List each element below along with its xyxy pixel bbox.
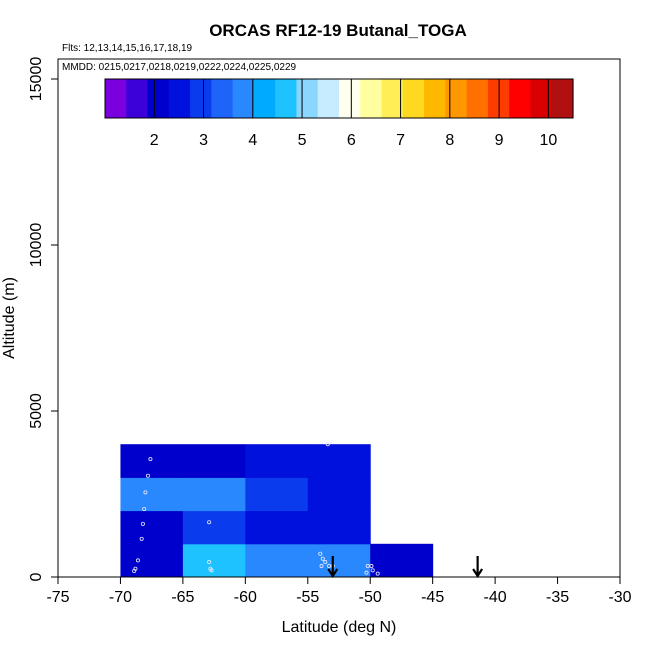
colorbar-tick-label: 6 bbox=[347, 132, 356, 149]
colorbar-swatch bbox=[402, 79, 425, 118]
y-tick-label: 10000 bbox=[28, 223, 45, 268]
x-tick-label: -35 bbox=[546, 589, 569, 606]
y-tick-label: 5000 bbox=[28, 393, 45, 429]
colorbar-tick-label: 2 bbox=[150, 132, 159, 149]
sample-point bbox=[132, 569, 137, 574]
sample-point bbox=[148, 457, 153, 462]
colorbar: 2 3 4 5 6 7 8 9 10 bbox=[104, 78, 574, 149]
heatmap-cell bbox=[307, 543, 371, 578]
sample-point bbox=[145, 473, 150, 478]
colorbar-swatch bbox=[381, 79, 404, 118]
y-axis: 0 5000 10000 15000 bbox=[28, 57, 58, 581]
colorbar-tick-label: 3 bbox=[199, 132, 208, 149]
sample-point bbox=[143, 490, 148, 495]
colorbar-swatch bbox=[126, 79, 149, 118]
sample-points bbox=[132, 442, 380, 576]
x-tick-label: -65 bbox=[171, 589, 194, 606]
heatmap-cell bbox=[120, 477, 184, 512]
x-tick-label: -45 bbox=[421, 589, 444, 606]
heatmap-cell bbox=[182, 543, 246, 578]
arrow-markers bbox=[327, 556, 484, 579]
sample-point bbox=[135, 558, 140, 563]
heatmap-cell bbox=[370, 543, 434, 578]
colorbar-swatch bbox=[105, 79, 127, 118]
sample-point bbox=[142, 506, 147, 511]
x-tick-label: -50 bbox=[359, 589, 382, 606]
colorbar-swatch bbox=[360, 79, 383, 118]
x-tick-label: -40 bbox=[484, 589, 507, 606]
sample-point bbox=[370, 568, 375, 573]
x-axis-label: Latitude (deg N) bbox=[282, 619, 397, 636]
colorbar-swatch bbox=[253, 79, 276, 118]
heatmap-cell bbox=[245, 477, 309, 512]
arrow-head bbox=[327, 568, 339, 579]
colorbar-swatch bbox=[232, 79, 255, 118]
plot-frame bbox=[57, 58, 621, 578]
heatmap-cell bbox=[120, 543, 184, 578]
sample-point bbox=[209, 568, 214, 573]
heatmap-cells bbox=[120, 444, 434, 578]
heatmap-cell bbox=[245, 543, 309, 578]
colorbar-swatch bbox=[445, 79, 468, 118]
y-tick-label: 15000 bbox=[28, 57, 45, 102]
y-axis-label: Altitude (m) bbox=[1, 277, 18, 359]
colorbar-swatch bbox=[466, 79, 489, 118]
sample-point bbox=[325, 442, 330, 447]
y-tick-label: 0 bbox=[28, 572, 45, 581]
sample-point bbox=[323, 560, 328, 565]
sample-point bbox=[140, 521, 145, 526]
sample-point bbox=[207, 520, 212, 525]
colorbar-swatch bbox=[509, 79, 532, 118]
heatmap-cell bbox=[182, 510, 246, 545]
sample-point bbox=[207, 560, 212, 565]
colorbar-swatch bbox=[147, 79, 170, 118]
colorbar-tick-label: 7 bbox=[396, 132, 405, 149]
sample-point bbox=[365, 564, 370, 569]
colorbar-tick-label: 8 bbox=[445, 132, 454, 149]
colorbar-swatch bbox=[211, 79, 234, 118]
colorbar-swatch bbox=[317, 79, 340, 118]
x-tick-label: -30 bbox=[608, 589, 631, 606]
colorbar-swatch bbox=[296, 79, 319, 118]
mmdd-label: MMDD: 0215,0217,0218,0219,0222,0224,0225… bbox=[62, 62, 297, 73]
colorbar-swatch bbox=[424, 79, 446, 118]
sample-point bbox=[320, 556, 325, 561]
colorbar-tick-label: 10 bbox=[539, 132, 557, 149]
heatmap-cell bbox=[307, 477, 371, 512]
heatmap-cell bbox=[120, 444, 184, 478]
colorbar-swatch bbox=[190, 79, 212, 118]
colorbar-tick-label: 9 bbox=[495, 132, 504, 149]
sample-point bbox=[369, 564, 374, 569]
x-tick-label: -75 bbox=[46, 589, 69, 606]
flights-label: Flts: 12,13,14,15,16,17,18,19 bbox=[62, 43, 193, 54]
heatmap-cell bbox=[182, 444, 246, 478]
sample-point bbox=[327, 564, 332, 569]
colorbar-swatch bbox=[530, 79, 553, 118]
heatmap-cell bbox=[245, 444, 309, 478]
x-axis: -75 -70 -65 -60 -55 -50 -45 -40 -35 -30 bbox=[46, 577, 632, 606]
colorbar-tick-label: 5 bbox=[298, 132, 307, 149]
colorbar-tick-label: 4 bbox=[248, 132, 257, 149]
heatmap-cell bbox=[182, 477, 246, 512]
colorbar-swatch bbox=[551, 79, 574, 118]
heatmap-cell bbox=[245, 510, 309, 545]
sample-point bbox=[318, 551, 323, 556]
arrow-head bbox=[472, 568, 484, 579]
heatmap-cell bbox=[307, 510, 371, 545]
colorbar-swatch bbox=[168, 79, 191, 118]
colorbar-swatch bbox=[339, 79, 361, 118]
x-tick-label: -55 bbox=[296, 589, 319, 606]
heatmap-cell bbox=[120, 510, 184, 545]
sample-point bbox=[319, 564, 324, 569]
colorbar-frame bbox=[104, 78, 574, 119]
x-tick-label: -60 bbox=[234, 589, 257, 606]
x-tick-label: -70 bbox=[109, 589, 132, 606]
sample-point bbox=[364, 570, 369, 575]
sample-point bbox=[375, 571, 380, 576]
chart-title: ORCAS RF12-19 Butanal_TOGA bbox=[209, 21, 467, 40]
heatmap-cell bbox=[307, 444, 371, 478]
colorbar-swatch bbox=[275, 79, 298, 118]
sample-point bbox=[139, 536, 144, 541]
